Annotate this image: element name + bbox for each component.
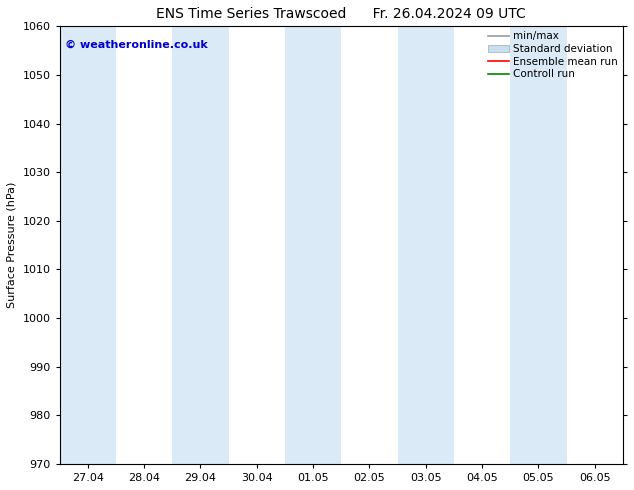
- Y-axis label: Surface Pressure (hPa): Surface Pressure (hPa): [7, 182, 17, 308]
- Bar: [172, 26, 229, 464]
- Legend: min/max, Standard deviation, Ensemble mean run, Controll run: min/max, Standard deviation, Ensemble me…: [486, 29, 620, 81]
- Bar: [510, 26, 567, 464]
- Bar: [285, 26, 341, 464]
- Bar: [60, 26, 116, 464]
- Text: © weatheronline.co.uk: © weatheronline.co.uk: [65, 39, 208, 49]
- Title: ENS Time Series Trawscoed      Fr. 26.04.2024 09 UTC: ENS Time Series Trawscoed Fr. 26.04.2024…: [157, 7, 526, 21]
- Bar: [398, 26, 454, 464]
